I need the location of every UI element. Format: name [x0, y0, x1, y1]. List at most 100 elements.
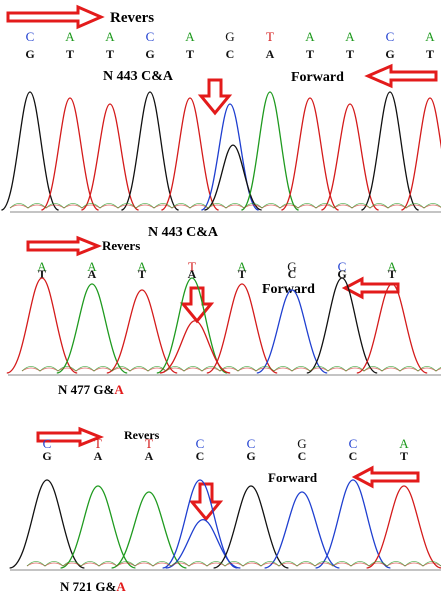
trace-peak [315, 479, 391, 569]
forward-arrow-icon [341, 276, 400, 300]
reverse-base-letter: T [94, 436, 102, 451]
bottom-mutation-label: N 477 G&A [58, 382, 124, 397]
forward-base-letter: G [42, 449, 51, 463]
trace-peak [306, 277, 378, 374]
reverse-base-letter: A [105, 29, 115, 44]
trace-peak [60, 485, 136, 569]
trace-peak [361, 91, 419, 211]
chromatogram-trace [1, 91, 441, 211]
reverse-base-letter: A [387, 259, 397, 274]
trace-peak [106, 289, 178, 374]
trace-peak [111, 491, 187, 569]
forward-base-letter: A [88, 267, 97, 281]
bottom-mutation-label: N 721 G&A [60, 579, 126, 594]
forward-label: Forward [262, 282, 315, 297]
reverse-base-letter: A [137, 259, 147, 274]
forward-base-letter: T [138, 267, 146, 281]
forward-base-letter: G [246, 449, 255, 463]
forward-base-letter: G [145, 47, 154, 61]
trace-peak [241, 91, 299, 211]
reverse-base-letter: A [345, 29, 355, 44]
reverse-base-letter: C [338, 259, 347, 274]
trace-peak [81, 103, 139, 211]
trace-peak [256, 289, 328, 374]
forward-base-letter: T [106, 47, 114, 61]
forward-label: Forward [268, 470, 318, 485]
reverse-base-letter: C [26, 29, 35, 44]
bottom-mutation-label: N 443 C&A [148, 225, 219, 240]
mutation-down-arrow-icon [188, 482, 224, 522]
forward-base-letter: A [188, 267, 197, 281]
reverse-label: Revers [124, 428, 160, 442]
trace-peak [401, 97, 441, 211]
trace-peak [1, 91, 59, 211]
forward-base-letter: G [385, 47, 394, 61]
trace-peak [366, 485, 441, 569]
reverse-base-letter: C [43, 436, 52, 451]
reverse-base-letter: C [386, 29, 395, 44]
trace-peak [121, 91, 179, 211]
reverse-base-letter: A [65, 29, 75, 44]
reverse-arrow-icon [36, 426, 105, 448]
forward-arrow-icon [364, 63, 438, 89]
forward-base-letter: T [306, 47, 314, 61]
forward-base-letter: T [426, 47, 434, 61]
mutation-label: N 443 C&A [103, 69, 174, 84]
reverse-base-letter: G [297, 436, 306, 451]
trace-peak [206, 283, 278, 374]
forward-base-letter: A [266, 47, 275, 61]
forward-base-letter: A [94, 449, 103, 463]
reverse-base-letter: G [225, 29, 234, 44]
forward-base-letter: T [186, 47, 194, 61]
trace-secondary-peak [165, 518, 241, 569]
reverse-base-letter: A [399, 436, 409, 451]
trace-peak [162, 479, 238, 569]
forward-base-letter: G [337, 267, 346, 281]
trace-peak [321, 103, 379, 211]
reverse-base-letter: C [349, 436, 358, 451]
trace-peak [264, 491, 340, 569]
trace-peak [161, 97, 219, 211]
trace-secondary-peak [204, 144, 262, 211]
forward-base-letter: T [238, 267, 246, 281]
reverse-arrow-icon [26, 235, 103, 257]
forward-arrow-icon [351, 465, 420, 489]
forward-label: Forward [291, 70, 344, 85]
trace-noise [26, 561, 441, 567]
reverse-base-letter: T [266, 29, 274, 44]
forward-base-letter: C [226, 47, 235, 61]
trace-noise [21, 366, 441, 372]
chromatogram-trace [6, 277, 441, 374]
reverse-base-letter: C [247, 436, 256, 451]
reverse-base-letter: T [145, 436, 153, 451]
trace-peak [213, 485, 289, 569]
trace-secondary-peak [159, 320, 231, 374]
forward-base-letter: C [288, 267, 297, 281]
reverse-base-letter: C [196, 436, 205, 451]
mutation-down-arrow-icon [179, 286, 215, 324]
reverse-base-letter: A [37, 259, 47, 274]
trace-peak [356, 283, 428, 374]
reverse-base-letter: T [188, 259, 196, 274]
reverse-base-letter: C [146, 29, 155, 44]
reverse-base-letter: A [305, 29, 315, 44]
trace-peak [281, 97, 339, 211]
forward-base-letter: C [349, 449, 358, 463]
trace-noise [9, 203, 441, 209]
reverse-base-letter: A [425, 29, 435, 44]
forward-base-letter: C [196, 449, 205, 463]
forward-base-letter: T [400, 449, 408, 463]
chromatogram-trace [9, 479, 441, 569]
trace-peak [156, 277, 228, 374]
reverse-label: Revers [110, 10, 154, 26]
